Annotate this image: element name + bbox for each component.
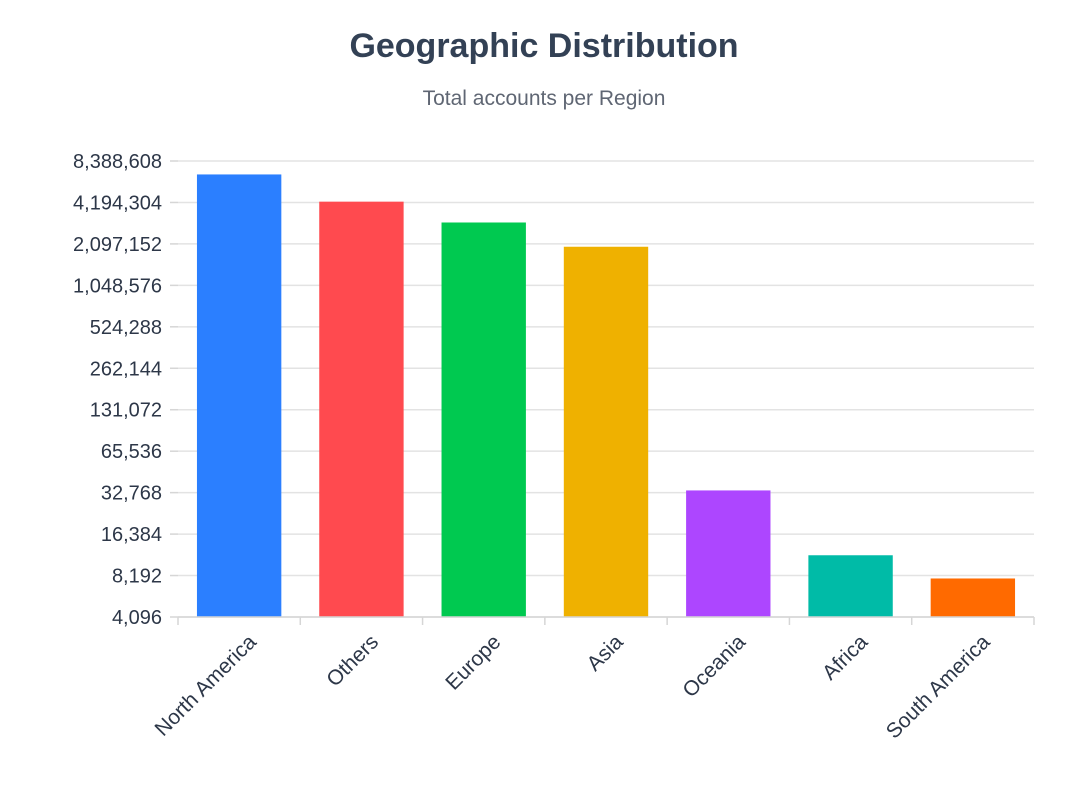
x-tick-label: Europe	[441, 630, 505, 694]
y-tick-label: 65,536	[101, 441, 162, 463]
bar-south-america	[930, 578, 1016, 617]
y-tick-label: 32,768	[101, 483, 162, 505]
chart-title: Geographic Distribution	[349, 27, 739, 65]
y-tick-label: 131,072	[90, 400, 162, 422]
bar-africa	[808, 555, 893, 617]
bars	[196, 174, 1016, 618]
y-tick-label: 8,192	[112, 566, 162, 588]
x-axis: North America Others Europe Asia Oceania Afri…	[151, 616, 1035, 743]
bar-north-america	[196, 174, 282, 617]
x-tick-label: Others	[322, 630, 383, 691]
bar-others	[319, 201, 404, 618]
y-tick-label: 524,288	[90, 317, 162, 339]
y-tick-label: 262,144	[90, 358, 162, 380]
x-tick-label: Asia	[583, 630, 628, 675]
bar-asia	[563, 246, 649, 617]
x-tick-label: North America	[151, 630, 262, 741]
bar-europe	[441, 222, 526, 618]
x-tick-label: South America	[882, 630, 995, 743]
chart-subtitle: Total accounts per Region	[422, 87, 666, 110]
x-tick-label: Oceania	[678, 630, 750, 702]
x-tick-label: Africa	[818, 630, 872, 684]
y-tick-label: 8,388,608	[73, 151, 162, 173]
y-tick-label: 4,194,304	[73, 192, 162, 214]
y-tick-label: 2,097,152	[73, 234, 162, 256]
y-axis: 4,096 8,192 16,384 32,768 65,536 131,072 262,1…	[73, 151, 178, 629]
y-tick-label: 4,096	[112, 607, 162, 629]
y-tick-label: 1,048,576	[73, 275, 162, 297]
bar-oceania	[686, 490, 771, 617]
y-tick-label: 16,384	[101, 524, 162, 546]
